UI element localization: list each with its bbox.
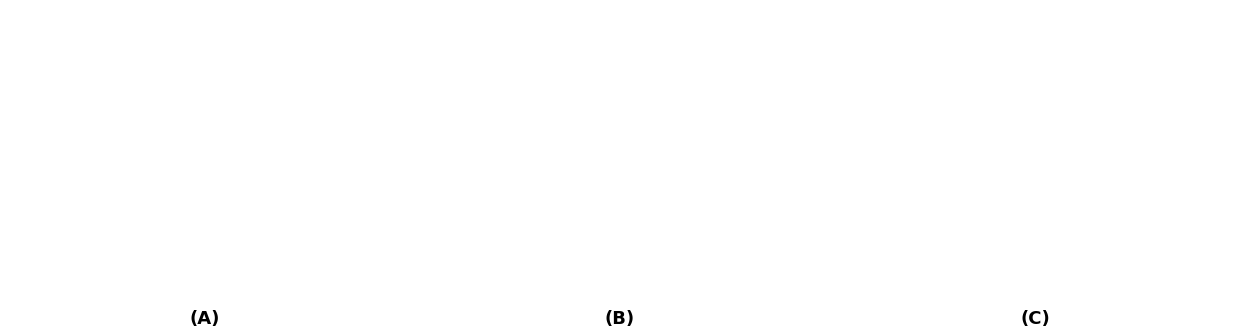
Text: (B): (B) (605, 310, 635, 328)
Text: 小麦: 小麦 (98, 254, 120, 272)
Text: 大麦: 大麦 (513, 254, 536, 272)
Text: (A): (A) (190, 310, 219, 328)
Text: 燕麦: 燕麦 (929, 254, 951, 272)
Text: (C): (C) (1021, 310, 1050, 328)
